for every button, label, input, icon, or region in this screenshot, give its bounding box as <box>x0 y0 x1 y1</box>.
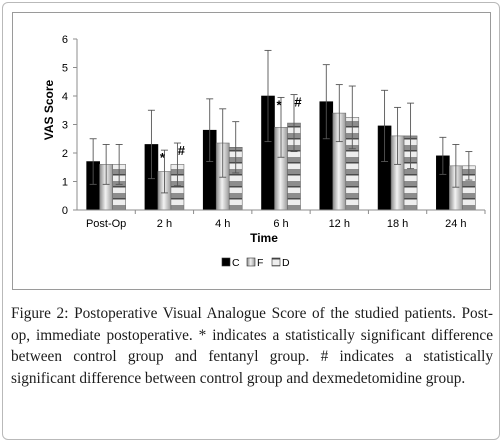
bar-chart: 0 1 2 3 4 5 6 * # * # Post-Op 2 h 4 h 6 h 12 h 18 h 24 … <box>42 34 486 269</box>
x-tick-label: 18 h <box>387 218 408 230</box>
significance-star-marker: * <box>160 150 166 165</box>
x-tick-label: 2 h <box>157 218 172 230</box>
x-axis-title: Time <box>250 231 278 245</box>
y-tick-label: 6 <box>62 34 68 46</box>
y-axis-title: VAS Score <box>42 79 56 140</box>
y-axis-ticks: 0 1 2 3 4 5 6 <box>62 34 77 217</box>
x-tick-label: 24 h <box>445 218 466 230</box>
legend-label-f: F <box>257 257 263 269</box>
x-tick-label: 12 h <box>329 218 350 230</box>
legend-label-c: C <box>232 257 240 269</box>
significance-star-marker: * <box>276 97 282 112</box>
legend-swatch-f <box>246 257 256 267</box>
legend-label-d: D <box>282 257 290 269</box>
y-tick-label: 4 <box>62 91 68 103</box>
x-axis-ticks: Post-Op 2 h 4 h 6 h 12 h 18 h 24 h <box>86 210 486 230</box>
significance-markers: * # * # <box>160 95 302 166</box>
x-tick-label: 6 h <box>273 218 288 230</box>
x-tick-label: Post-Op <box>86 218 126 230</box>
significance-hash-marker: # <box>294 95 302 110</box>
figure-caption: Figure 2: Postoperative Visual Analogue … <box>11 303 493 389</box>
caption-label: Figure 2: <box>11 305 69 322</box>
chart-area: 0 1 2 3 4 5 6 * # * # Post-Op 2 h 4 h 6 h 12 h 18 h 24 … <box>12 12 491 290</box>
y-tick-label: 0 <box>62 205 68 217</box>
error-bars <box>89 49 473 194</box>
y-tick-label: 3 <box>62 120 68 132</box>
legend-swatch-d <box>271 257 281 267</box>
caption-text: Postoperative Visual Analogue Score of t… <box>11 305 493 387</box>
y-tick-label: 5 <box>62 63 68 75</box>
y-tick-label: 1 <box>62 177 68 189</box>
y-tick-label: 2 <box>62 148 68 160</box>
legend-swatch-c <box>221 257 231 267</box>
x-tick-label: 4 h <box>215 218 230 230</box>
significance-hash-marker: # <box>178 143 186 158</box>
